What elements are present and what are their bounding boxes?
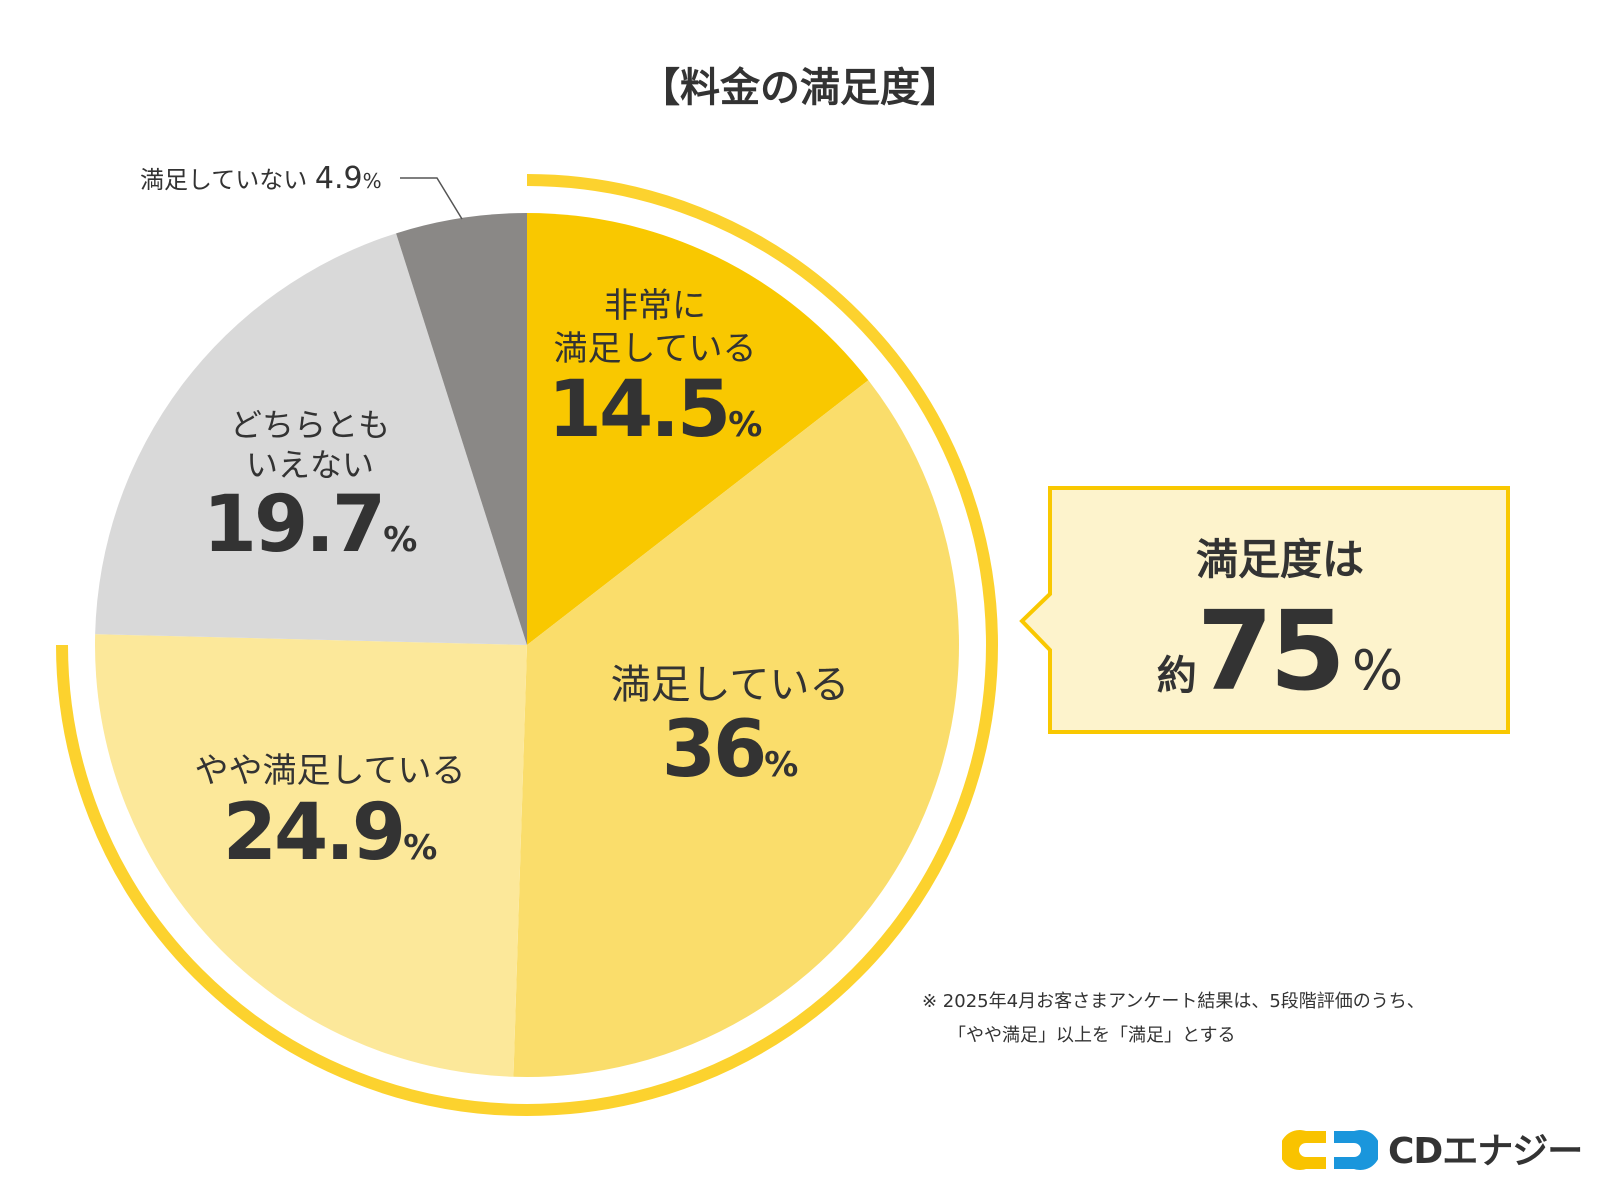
slice-name: 満足していない	[140, 166, 308, 194]
callout-prefix: 約	[1156, 653, 1197, 699]
pie-slice-1	[513, 380, 960, 1078]
percent-sign: %	[383, 520, 418, 560]
percent-sign: %	[403, 827, 438, 868]
slice-value: 19.7	[202, 480, 386, 570]
satisfaction-ring	[56, 174, 998, 1116]
slice-label-neutral: どちらとも いえない 19.7%	[200, 405, 420, 567]
slice-label-very-satisfied: 非常に 満足している 14.5%	[530, 285, 780, 452]
footnote: ※ 2025年4月お客さまアンケート結果は、5段階評価のうち、 「やや満足」以上…	[922, 985, 1425, 1053]
slice-name: 満足している	[610, 662, 850, 708]
footnote-line: 「やや満足」以上を「満足」とする	[948, 1025, 1236, 1046]
slice-value: 24.9	[222, 787, 406, 878]
slice-label-not-satisfied: 満足していない 4.9%	[140, 160, 382, 196]
brand-logo: CDエナジー	[1282, 1122, 1583, 1174]
percent-sign: %	[764, 745, 799, 785]
slice-name: 非常に	[604, 286, 706, 326]
percent-sign: %	[728, 405, 763, 445]
callout: 満足度は 約75%	[1050, 488, 1510, 715]
callout-heading: 満足度は	[1195, 535, 1364, 584]
slice-value: 36	[661, 705, 768, 795]
slice-name: どちらとも	[229, 406, 390, 444]
slice-value: 14.5	[547, 365, 731, 455]
callout-unit: %	[1351, 639, 1404, 702]
leader-line	[400, 177, 463, 220]
logo-text: CDエナジー	[1388, 1131, 1583, 1172]
footnote-line: ※ 2025年4月お客さまアンケート結果は、5段階評価のうち、	[922, 991, 1425, 1012]
slice-name: やや満足している	[194, 751, 466, 791]
chart-title: 【料金の満足度】	[640, 65, 960, 111]
logo-mark-icon	[1282, 1130, 1378, 1170]
pie-slice-3	[95, 233, 528, 645]
slice-label-satisfied: 満足している 36%	[580, 660, 880, 792]
slice-label-somewhat-satisfied: やや満足している 24.9%	[170, 750, 490, 874]
slice-value: 4.9	[314, 161, 363, 196]
callout-box	[1019, 486, 1510, 734]
pie-slice-0	[527, 213, 869, 645]
slice-name: いえない	[245, 446, 374, 484]
pie-slice-2	[94, 634, 527, 1077]
percent-sign: %	[362, 169, 382, 193]
callout-value: 75	[1196, 587, 1346, 715]
pie-slice-4	[396, 213, 527, 645]
slice-name: 満足している	[553, 328, 757, 369]
